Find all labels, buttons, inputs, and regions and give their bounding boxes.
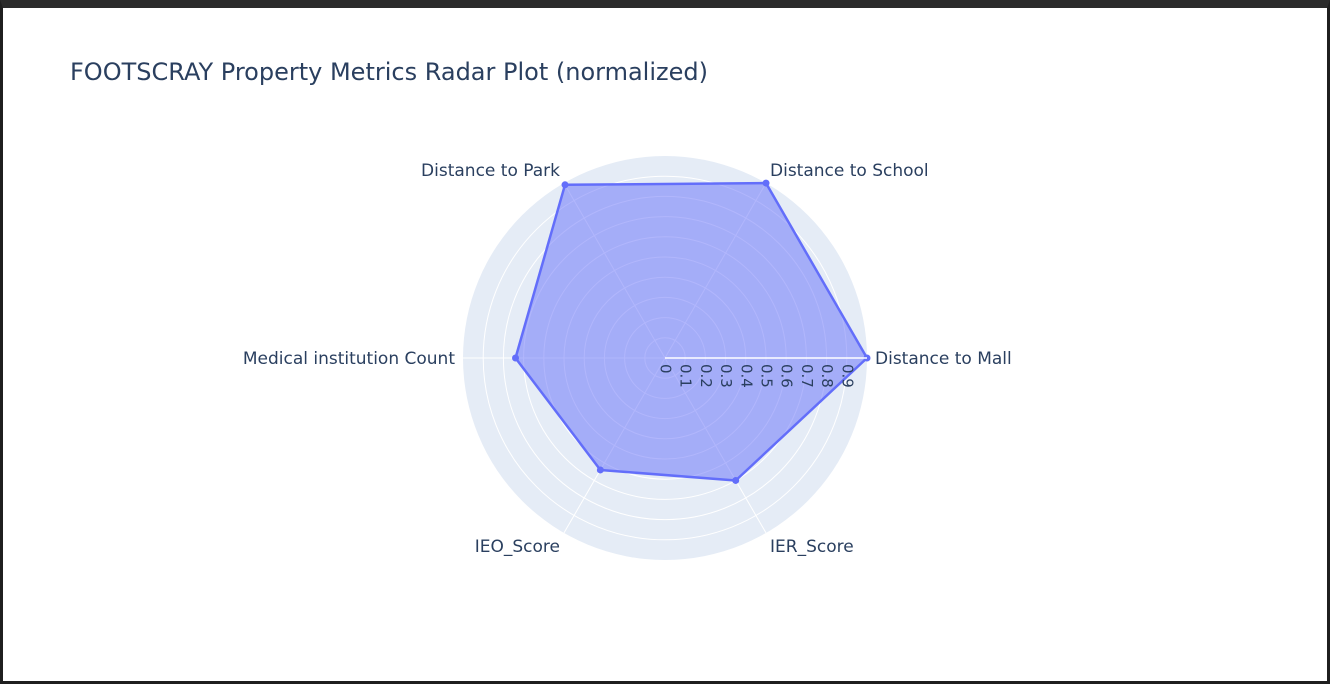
angular-label: Medical institution Count (243, 349, 456, 369)
angular-label: Distance to School (770, 161, 929, 181)
series-layer (512, 179, 871, 484)
angular-axis-labels: Distance to Mall Distance to School Distan… (243, 161, 1012, 557)
radial-axis: 0 0.1 0.2 0.3 0.4 0.5 0.6 0.7 0.8 0.9 (657, 357, 867, 388)
radial-tick-label: 0.8 (818, 364, 836, 388)
radial-tick-label: 0.9 (838, 364, 856, 388)
data-point-2[interactable] (762, 179, 770, 187)
radial-tick-label: 0.1 (677, 364, 695, 388)
data-point-6[interactable] (732, 476, 740, 484)
radial-tick-label: 0.3 (717, 364, 735, 388)
radial-tick-label: 0 (657, 364, 675, 374)
radial-tick-label: 0.5 (758, 364, 776, 388)
chart-title: FOOTSCRAY Property Metrics Radar Plot (n… (70, 58, 708, 86)
angular-label: IEO_Score (475, 537, 560, 557)
angular-label: IER_Score (770, 537, 854, 557)
data-point-3[interactable] (561, 181, 569, 189)
radial-tick-label: 0.6 (778, 364, 796, 388)
angular-label: Distance to Park (421, 161, 560, 181)
radial-tick-label: 0.2 (697, 364, 715, 388)
data-point-5[interactable] (596, 466, 604, 474)
radial-tick-label: 0.4 (737, 364, 755, 388)
radial-tick-label: 0.7 (798, 364, 816, 388)
data-point-4[interactable] (512, 354, 520, 362)
angular-label: Distance to Mall (875, 349, 1012, 369)
